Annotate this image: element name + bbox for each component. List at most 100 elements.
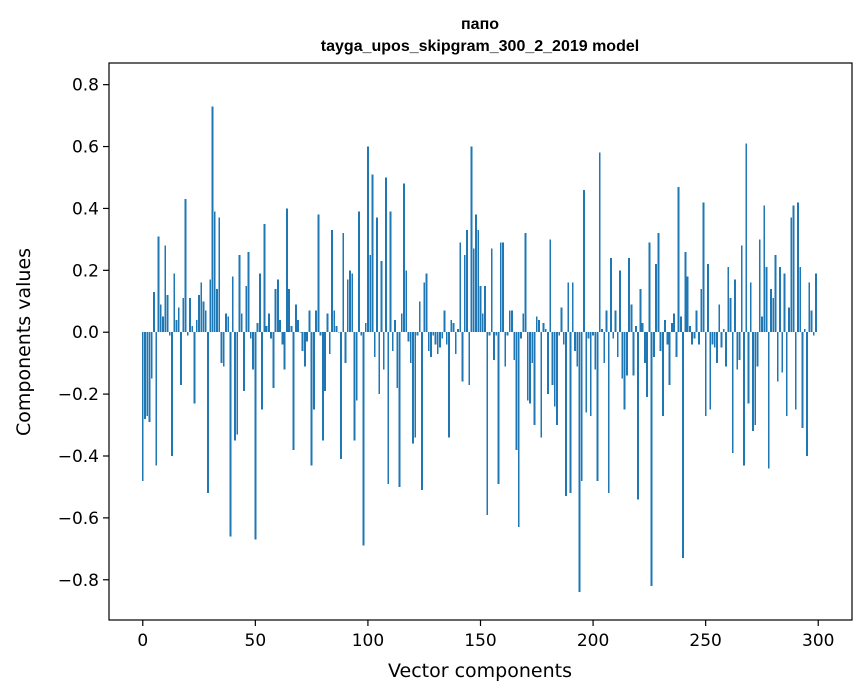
bar-111 <box>391 332 394 351</box>
bar-148 <box>475 214 477 333</box>
bar-243 <box>688 326 691 333</box>
bar-83 <box>328 332 331 354</box>
bar-91 <box>346 279 349 333</box>
x-axis-ticks: 0 50 100 150 200 250 300 <box>137 620 834 651</box>
bar-270 <box>749 282 752 333</box>
bar-276 <box>763 205 766 333</box>
bar-25 <box>198 295 200 333</box>
bar-135 <box>445 332 448 345</box>
bar-117 <box>405 270 408 333</box>
bar-226 <box>650 332 653 586</box>
bar-47 <box>247 251 250 333</box>
bar-168 <box>520 332 522 339</box>
bar-203 <box>598 152 601 333</box>
bar-107 <box>382 332 385 370</box>
x-tick-label: 50 <box>245 631 267 651</box>
bar-112 <box>394 319 396 333</box>
bar-45 <box>243 332 245 392</box>
bar-127 <box>427 332 430 351</box>
bar-165 <box>513 332 516 361</box>
y-tick-label: −0.2 <box>58 385 99 405</box>
bar-295 <box>806 332 808 456</box>
bar-119 <box>409 332 412 364</box>
bar-207 <box>607 332 610 494</box>
bar-144 <box>466 230 468 333</box>
bar-139 <box>454 332 457 354</box>
bar-137 <box>450 319 453 333</box>
bar-262 <box>731 332 734 453</box>
bar-30 <box>209 279 212 333</box>
bar-100 <box>367 146 369 333</box>
bar-23 <box>193 332 196 404</box>
bar-193 <box>576 332 579 367</box>
bar-56 <box>267 313 270 333</box>
bar-132 <box>439 332 441 348</box>
bar-70 <box>299 332 302 333</box>
bar-195 <box>580 332 583 481</box>
bar-60 <box>276 279 279 333</box>
bar-105 <box>378 332 381 395</box>
bar-280 <box>772 298 775 333</box>
bar-290 <box>794 332 797 410</box>
bar-185 <box>558 332 561 336</box>
bar-26 <box>200 282 203 333</box>
bar-123 <box>418 301 421 333</box>
bar-241 <box>684 251 687 333</box>
bar-251 <box>707 264 709 333</box>
bar-99 <box>364 322 367 333</box>
bar-42 <box>236 332 239 435</box>
bar-142 <box>461 332 464 382</box>
bar-133 <box>441 332 444 339</box>
bar-118 <box>407 332 410 342</box>
bar-254 <box>713 332 716 348</box>
bar-283 <box>779 267 781 333</box>
bar-164 <box>511 310 513 333</box>
bar-147 <box>472 248 475 333</box>
bar-272 <box>754 332 757 426</box>
bar-296 <box>808 282 811 333</box>
bar-19 <box>184 199 187 333</box>
bar-294 <box>803 329 806 333</box>
bar-92 <box>349 270 351 333</box>
bar-223 <box>643 332 646 364</box>
bar-205 <box>603 332 606 364</box>
bar-173 <box>531 332 534 364</box>
bar-237 <box>675 332 678 357</box>
x-tick-label: 150 <box>464 631 496 651</box>
bar-259 <box>725 332 727 367</box>
bar-175 <box>535 316 538 333</box>
bar-167 <box>517 332 520 528</box>
bar-232 <box>664 319 667 333</box>
bar-101 <box>369 254 372 333</box>
bar-74 <box>308 310 311 333</box>
bar-82 <box>326 313 329 333</box>
bar-269 <box>747 332 750 404</box>
bar-169 <box>522 313 525 333</box>
bar-260 <box>727 267 730 333</box>
bar-204 <box>601 329 603 333</box>
bar-110 <box>389 211 392 333</box>
bar-130 <box>434 332 437 345</box>
bar-9 <box>162 316 164 333</box>
bar-52 <box>258 273 261 333</box>
bar-63 <box>283 332 286 370</box>
bar-249 <box>702 202 705 333</box>
bar-90 <box>344 332 347 364</box>
bar-222 <box>641 322 644 333</box>
bar-187 <box>562 332 565 345</box>
bar-98 <box>362 332 365 546</box>
bar-291 <box>797 202 799 333</box>
bar-4 <box>150 332 153 379</box>
bar-81 <box>324 332 327 392</box>
bar-0 <box>141 332 144 481</box>
bar-281 <box>774 254 777 333</box>
bar-179 <box>544 329 547 333</box>
bar-88 <box>340 332 342 460</box>
bar-50 <box>254 332 257 540</box>
bar-236 <box>673 313 676 333</box>
bar-299 <box>815 273 817 333</box>
bar-256 <box>718 304 721 333</box>
bar-35 <box>220 332 223 364</box>
bar-14 <box>173 273 176 333</box>
